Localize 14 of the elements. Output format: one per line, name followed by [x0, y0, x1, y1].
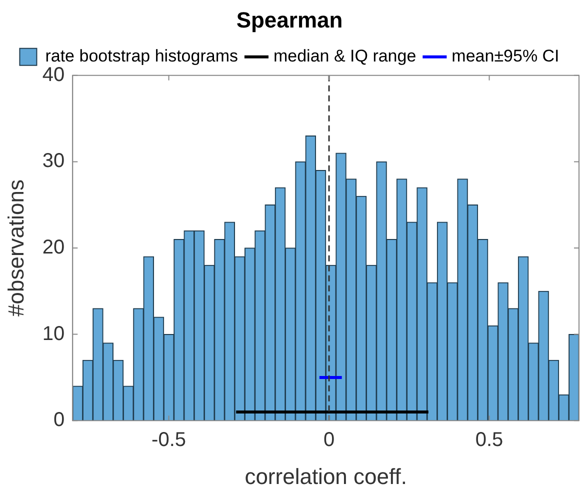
- y-axis-title: #observations: [3, 180, 28, 316]
- x-tick-label: -0.5: [152, 429, 186, 452]
- y-tick-label: 40: [42, 64, 65, 86]
- legend-label: rate bootstrap histograms: [45, 46, 238, 66]
- legend-label: mean±95% CI: [452, 46, 560, 66]
- y-tick-label: 0: [54, 409, 65, 432]
- y-tick-label: 20: [42, 236, 65, 259]
- legend-label: median & IQ range: [273, 46, 416, 66]
- x-tick-label: 0: [323, 429, 335, 452]
- y-tick-label: 10: [42, 322, 65, 345]
- chart-title: Spearman: [236, 7, 343, 32]
- x-axis-title: correlation coeff.: [244, 464, 407, 489]
- y-tick-label: 30: [42, 150, 65, 172]
- x-tick-label: 0.5: [475, 429, 504, 452]
